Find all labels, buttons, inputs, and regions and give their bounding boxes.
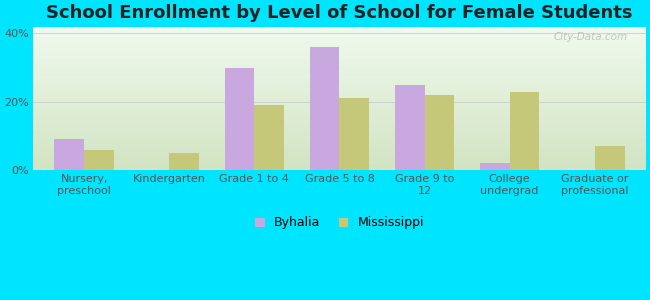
Bar (224, 68, 254, 170)
Bar (339, 98, 369, 170)
Bar (510, 92, 540, 170)
Bar (55, 140, 84, 170)
Bar (309, 47, 339, 170)
Text: City-Data.com: City-Data.com (553, 32, 627, 42)
Bar (395, 85, 424, 170)
Bar (169, 153, 199, 170)
Legend: Byhalia, Mississippi: Byhalia, Mississippi (251, 212, 428, 233)
Bar (595, 146, 625, 170)
Bar (480, 164, 510, 170)
Bar (254, 105, 284, 170)
Bar (424, 95, 454, 170)
Bar (84, 150, 114, 170)
Title: School Enrollment by Level of School for Female Students: School Enrollment by Level of School for… (46, 4, 632, 22)
